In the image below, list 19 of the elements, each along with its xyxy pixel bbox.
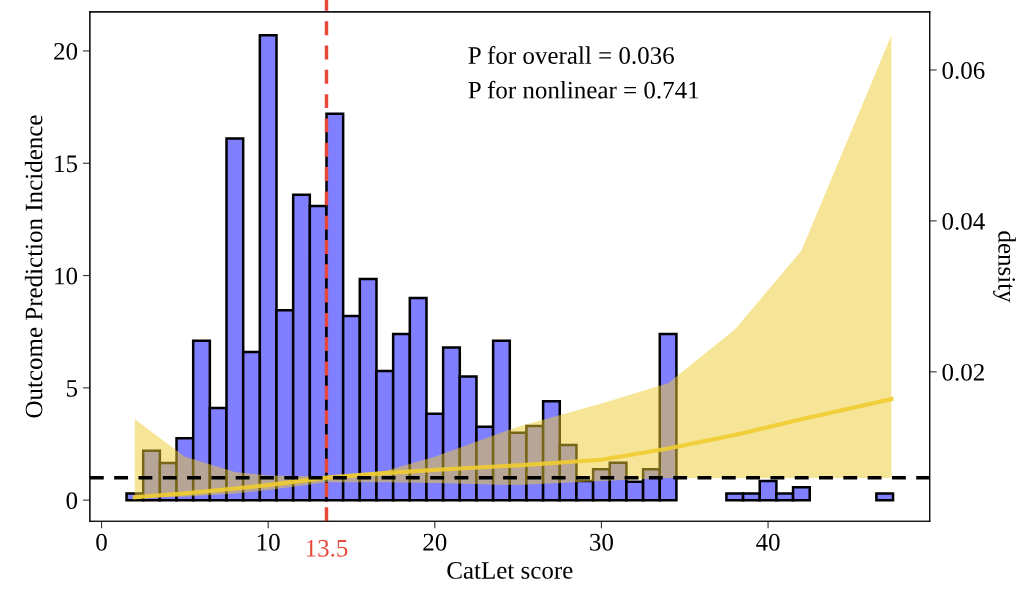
- y-axis-title: Outcome Prediction Incidence: [24, 115, 43, 418]
- x-tick-label: 20: [423, 533, 447, 551]
- y-tick-label: 15: [55, 155, 78, 173]
- x-axis-title: CatLet score: [447, 562, 573, 579]
- annotation: P for nonlinear = 0.741: [468, 80, 699, 99]
- y-tick-label: 20: [54, 42, 78, 60]
- y2-tick-label: 0.04: [942, 212, 985, 230]
- y-tick-label: 5: [67, 380, 78, 397]
- y2-tick-label: 0.02: [942, 363, 984, 381]
- annotation: P for overall = 0.036: [468, 46, 674, 65]
- x-tick-label: 40: [756, 533, 780, 551]
- y-tick-label: 10: [55, 267, 78, 285]
- y2-axis-title: density: [993, 231, 1016, 303]
- y2-tick-label: 0.06: [942, 62, 985, 79]
- x-tick-label: 0: [96, 533, 107, 551]
- x-tick-label: 10: [257, 533, 280, 551]
- ref-line-label: 13.5: [306, 539, 348, 557]
- y-tick-label: 0: [66, 492, 78, 510]
- x-tick-label: 30: [590, 533, 613, 551]
